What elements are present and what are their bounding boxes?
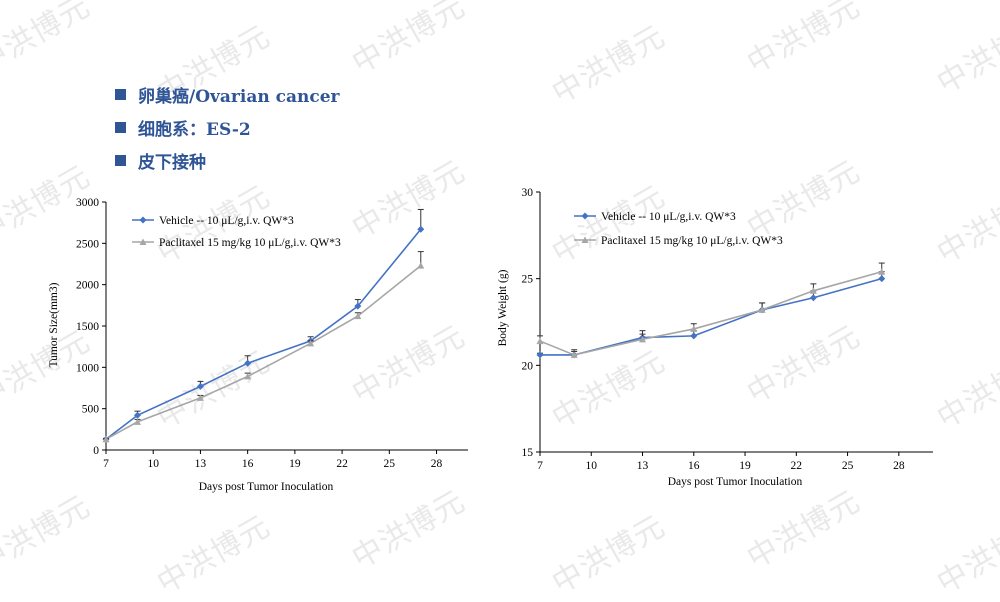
y-tick-label: 1500 xyxy=(76,321,99,333)
data-point-triangle xyxy=(244,372,252,380)
legend-label: Paclitaxel 15 mg/kg 10 μL/g,i.v. QW*3 xyxy=(159,237,341,249)
y-tick-label: 15 xyxy=(522,447,534,459)
data-point-triangle xyxy=(809,287,817,294)
legend-marker-diamond xyxy=(581,212,589,220)
data-point-triangle xyxy=(133,418,141,425)
data-point-triangle xyxy=(570,351,578,358)
legend-label: Vehicle -- 10 μL/g,i.v. QW*3 xyxy=(601,211,736,223)
x-tick-label: 13 xyxy=(195,458,207,470)
x-tick-label: 28 xyxy=(431,458,443,470)
series-line xyxy=(540,277,882,356)
data-point-triangle xyxy=(690,325,698,332)
y-tick-label: 2500 xyxy=(76,238,99,250)
bullet-item-cancer-type: 卵巢癌/Ovarian cancer xyxy=(115,78,339,111)
tumor-size-chart: 0 500 1000 1500 2000 2500 3000 7 10 13 16 19 22 25 28 V… xyxy=(48,197,468,493)
y-tick-label: 500 xyxy=(82,404,100,416)
data-point-diamond xyxy=(354,302,362,310)
bullet-text: 细胞系：ES-2 xyxy=(138,120,251,140)
x-tick-label: 25 xyxy=(384,458,396,470)
bullet-square-icon xyxy=(115,122,126,133)
watermark-text: 中洪博元 xyxy=(546,18,672,112)
y-axis-label: Body Weight (g) xyxy=(497,269,509,346)
data-point-triangle xyxy=(102,435,110,443)
data-point-triangle xyxy=(196,394,204,401)
data-point-diamond xyxy=(417,225,425,233)
data-point-triangle xyxy=(758,306,766,313)
watermark-text: 中洪博元 xyxy=(931,508,1000,602)
legend-label: Vehicle -- 10 μL/g,i.v. QW*3 xyxy=(159,215,294,227)
y-tick-label: 3000 xyxy=(76,197,99,209)
data-point-diamond xyxy=(690,332,698,340)
data-point-diamond xyxy=(809,294,817,302)
bullet-text: 皮下接种 xyxy=(138,153,206,173)
series-line xyxy=(105,228,422,440)
bullet-item-inoculation: 皮下接种 xyxy=(115,144,339,177)
data-point-triangle xyxy=(417,262,425,269)
bullet-square-icon xyxy=(115,155,126,166)
series-line xyxy=(105,265,422,440)
legend-marker-diamond xyxy=(139,216,147,224)
watermark-text: 中洪博元 xyxy=(346,0,472,82)
legend-marker-triangle xyxy=(139,238,147,245)
data-point-diamond xyxy=(536,351,544,359)
bullet-text: 卵巢癌/Ovarian cancer xyxy=(138,87,340,107)
series-line xyxy=(539,270,882,356)
y-tick-label: 30 xyxy=(522,187,534,199)
y-tick-label: 0 xyxy=(93,445,99,457)
data-point-triangle xyxy=(878,268,886,275)
y-tick-label: 1000 xyxy=(76,362,99,374)
watermark-text: 中洪博元 xyxy=(0,0,97,82)
x-tick-label: 25 xyxy=(842,460,854,472)
data-point-diamond xyxy=(878,275,886,283)
legend-label: Paclitaxel 15 mg/kg 10 μL/g,i.v. QW*3 xyxy=(601,235,783,247)
y-tick-label: 20 xyxy=(522,360,534,372)
data-point-triangle xyxy=(639,335,647,343)
watermark-text: 中洪博元 xyxy=(931,8,1000,102)
x-tick-label: 10 xyxy=(147,458,159,470)
x-tick-label: 7 xyxy=(537,460,543,472)
x-tick-label: 19 xyxy=(289,458,301,470)
data-point-triangle xyxy=(354,312,362,320)
data-point-diamond xyxy=(133,411,141,419)
y-axis-label: Tumor Size(mm3) xyxy=(48,282,60,367)
data-point-triangle xyxy=(307,339,315,347)
bullet-list: 卵巢癌/Ovarian cancer 细胞系：ES-2 皮下接种 xyxy=(115,78,339,177)
body-weight-chart: 15 20 25 30 7 10 13 16 19 22 25 28 Vehicle -- 10 μL/… xyxy=(497,187,933,488)
x-tick-label: 19 xyxy=(739,460,751,472)
x-tick-label: 28 xyxy=(893,460,905,472)
watermark-text: 中洪博元 xyxy=(741,0,867,82)
data-point-diamond xyxy=(244,359,252,367)
x-tick-label: 7 xyxy=(103,458,109,470)
bullet-square-icon xyxy=(115,89,126,100)
x-tick-label: 16 xyxy=(688,460,700,472)
x-tick-label: 16 xyxy=(242,458,254,470)
data-point-triangle xyxy=(536,337,544,345)
watermark-text: 中洪博元 xyxy=(151,508,277,602)
y-tick-label: 2000 xyxy=(76,280,99,292)
y-tick-label: 25 xyxy=(522,274,534,286)
bullet-item-cell-line: 细胞系：ES-2 xyxy=(115,111,339,144)
x-tick-label: 13 xyxy=(637,460,649,472)
x-axis-label: Days post Tumor Inoculation xyxy=(199,481,334,493)
watermark-text: 中洪博元 xyxy=(546,508,672,602)
legend-marker-triangle xyxy=(581,236,589,243)
x-tick-label: 22 xyxy=(791,460,803,472)
x-axis-label: Days post Tumor Inoculation xyxy=(668,476,803,488)
x-tick-label: 22 xyxy=(336,458,348,470)
data-point-diamond xyxy=(196,382,204,390)
x-tick-label: 10 xyxy=(586,460,598,472)
